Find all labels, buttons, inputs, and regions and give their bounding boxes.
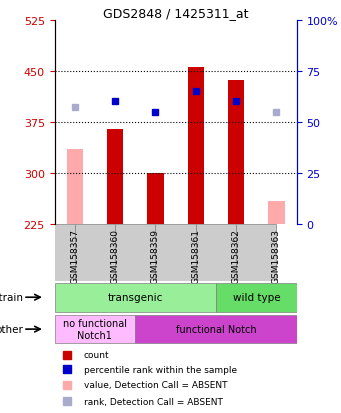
Bar — [228, 81, 244, 224]
Text: functional Notch: functional Notch — [176, 324, 256, 334]
Text: GSM158357: GSM158357 — [70, 229, 79, 284]
Bar — [107, 129, 123, 224]
Bar — [115, 224, 155, 282]
Text: GSM158360: GSM158360 — [110, 229, 120, 284]
Text: GSM158361: GSM158361 — [191, 229, 200, 284]
Bar — [216, 283, 297, 312]
Bar — [188, 67, 204, 224]
Bar — [236, 224, 277, 282]
Text: GSM158359: GSM158359 — [151, 229, 160, 284]
Bar — [135, 315, 297, 344]
Bar — [268, 202, 284, 224]
Text: percentile rank within the sample: percentile rank within the sample — [84, 365, 237, 374]
Bar — [55, 283, 216, 312]
Text: GSM158362: GSM158362 — [232, 229, 241, 284]
Bar — [196, 224, 236, 282]
Bar — [147, 173, 164, 224]
Bar — [75, 224, 115, 282]
Bar — [55, 315, 135, 344]
Text: transgenic: transgenic — [107, 292, 163, 302]
Text: no functional
Notch1: no functional Notch1 — [63, 318, 127, 340]
Bar — [155, 224, 196, 282]
Bar — [66, 150, 83, 224]
Title: GDS2848 / 1425311_at: GDS2848 / 1425311_at — [103, 7, 248, 19]
Text: count: count — [84, 350, 109, 359]
Bar — [34, 224, 75, 282]
Text: other: other — [0, 324, 23, 334]
Text: value, Detection Call = ABSENT: value, Detection Call = ABSENT — [84, 380, 227, 389]
Text: strain: strain — [0, 292, 23, 302]
Text: GSM158363: GSM158363 — [272, 229, 281, 284]
Text: rank, Detection Call = ABSENT: rank, Detection Call = ABSENT — [84, 397, 222, 406]
Text: wild type: wild type — [233, 292, 280, 302]
